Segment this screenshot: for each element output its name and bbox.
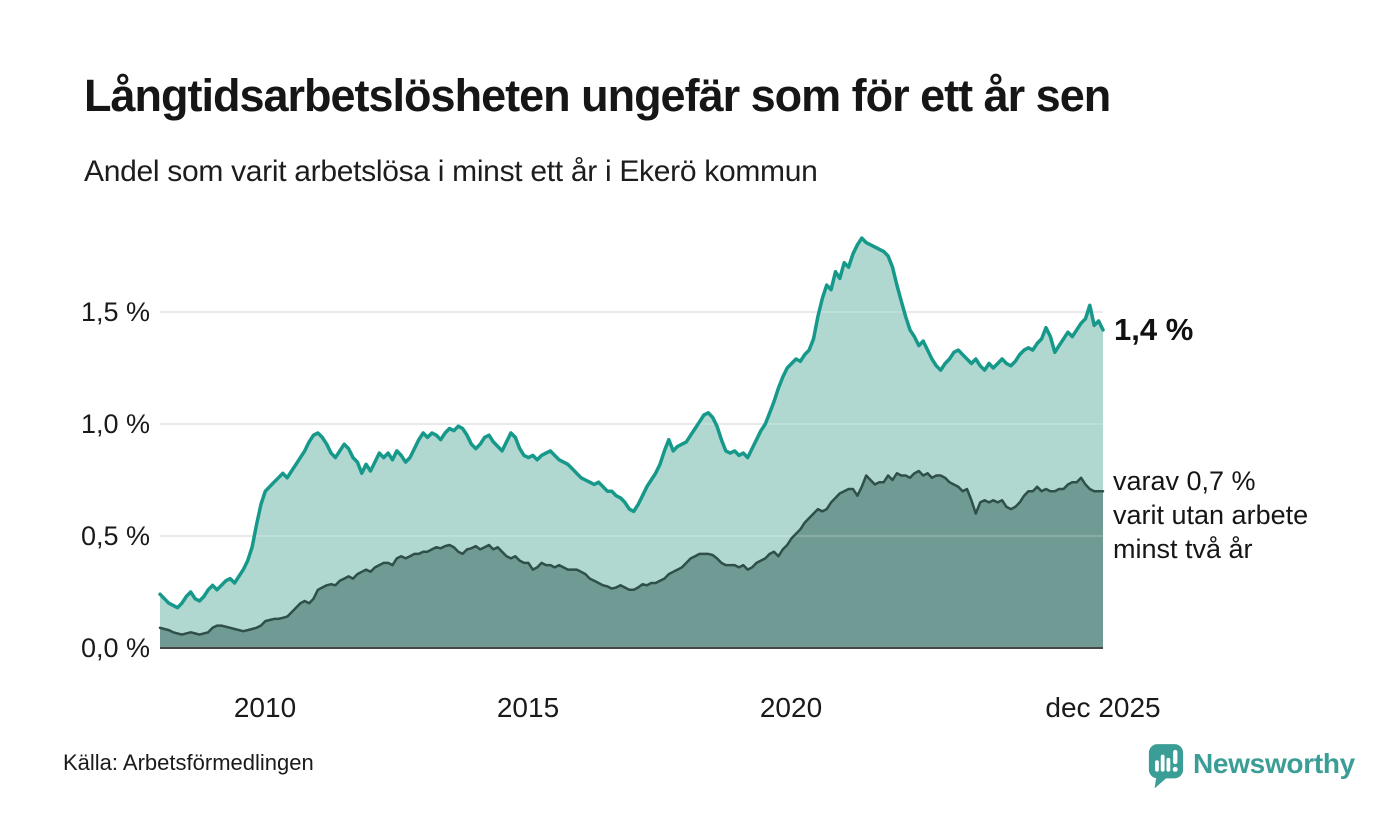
two-year-annotation: varav 0,7 % varit utan arbete minst två …: [1113, 464, 1308, 566]
logo-exclamation-dot-icon: [1172, 766, 1178, 772]
two-year-annotation-line1: varav 0,7 %: [1113, 466, 1256, 496]
logo-bar-icon: [1155, 760, 1159, 772]
newsworthy-logo: Newsworthy: [1147, 742, 1355, 790]
source-label: Källa: Arbetsförmedlingen: [63, 750, 314, 775]
latest-value-label: 1,4 %: [1114, 312, 1194, 347]
logo-bar-icon: [1166, 757, 1171, 772]
y-axis-tick-0: 0,0 %: [80, 633, 150, 663]
logo-bar-icon: [1160, 754, 1165, 772]
two-year-annotation-line2: varit utan arbete: [1113, 500, 1309, 530]
area-series-1: [160, 471, 1103, 648]
x-axis-tick-dec-2025: dec 2025: [1045, 692, 1161, 723]
line-series-1: [158, 469, 1105, 636]
logo-exclamation-icon: [1173, 749, 1178, 765]
x-axis-tick-2010: 2010: [233, 692, 297, 723]
two-year-annotation-line3: minst två år: [1113, 534, 1253, 564]
x-axis-tick-2015: 2015: [496, 692, 560, 723]
page-title: Långtidsarbetslösheten ungefär som för e…: [84, 70, 1111, 121]
x-axis-tick-2020: 2020: [759, 692, 823, 723]
y-axis-tick-10: 1,0 %: [80, 409, 150, 439]
brand-name: Newsworthy: [1193, 748, 1355, 779]
page-subtitle: Andel som varit arbetslösa i minst ett å…: [84, 155, 818, 188]
line-series-0: [158, 236, 1105, 610]
y-axis-tick-05: 0,5 %: [80, 521, 150, 551]
y-axis-tick-15: 1,5 %: [80, 297, 150, 327]
newsworthy-logo-icon: [1148, 744, 1184, 789]
